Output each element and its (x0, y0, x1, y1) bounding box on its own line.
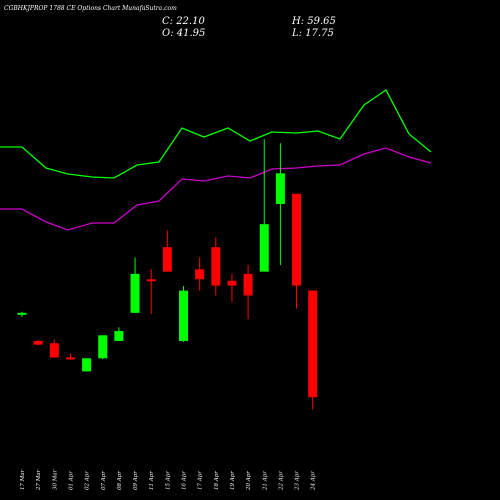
x-tick-label: 22 Apr (278, 471, 284, 491)
candle-body (275, 173, 285, 205)
close-value: C: 22.10 (162, 16, 205, 27)
candle-body (259, 224, 269, 272)
candle-body (82, 358, 92, 372)
candle-body (292, 193, 302, 286)
candle-body (308, 290, 318, 398)
x-tick-label: 01 Apr (68, 471, 74, 490)
candle-body (33, 340, 43, 345)
x-tick-label: 09 Apr (133, 471, 139, 490)
x-tick-label: 16 Apr (182, 471, 188, 490)
x-tick-label: 30 Mar (52, 469, 58, 490)
chart-title: CGBHKJPROP 1788 CE Options Chart MunafaS… (4, 5, 177, 12)
lower-band-line (0, 147, 432, 231)
x-tick-label: 23 Apr (295, 471, 301, 491)
candle-body (227, 280, 237, 286)
low-value: L: 17.75 (292, 28, 334, 39)
x-tick-label: 18 Apr (214, 471, 220, 490)
candle-body (114, 331, 124, 341)
x-tick-label: 27 Mar (36, 469, 42, 491)
x-tick-label: 19 Apr (230, 471, 236, 490)
x-axis-labels: 17 Mar 27 Mar 30 Mar 01 Apr 02 Apr 07 Apr 08 A… (20, 469, 317, 491)
candle-body (162, 247, 172, 272)
x-tick-label: 11 Apr (149, 471, 155, 490)
upper-band-line (0, 89, 432, 179)
x-tick-label: 08 Apr (117, 471, 123, 490)
x-tick-label: 17 Mar (20, 469, 26, 490)
high-value: H: 59.65 (292, 16, 336, 27)
bands-layer (0, 89, 432, 231)
x-tick-label: 15 Apr (165, 471, 171, 490)
x-tick-label: 02 Apr (85, 471, 91, 490)
candle-body (243, 273, 253, 296)
x-tick-label: 24 Apr (311, 471, 317, 491)
x-tick-label: 17 Apr (198, 471, 204, 490)
candle-body (179, 290, 188, 341)
candles-layer (17, 139, 318, 410)
candle-body (211, 247, 221, 286)
open-value: O: 41.95 (162, 28, 206, 39)
candle-body (130, 273, 140, 313)
candle-body (98, 335, 108, 359)
candle-body (146, 279, 156, 282)
candle-body (17, 312, 27, 315)
x-tick-label: 21 Apr (262, 471, 268, 491)
x-tick-label: 07 Apr (101, 471, 107, 490)
candle-body (49, 343, 59, 358)
candle-body (65, 357, 75, 360)
x-tick-label: 20 Apr (246, 471, 252, 491)
candle-body (195, 269, 205, 280)
